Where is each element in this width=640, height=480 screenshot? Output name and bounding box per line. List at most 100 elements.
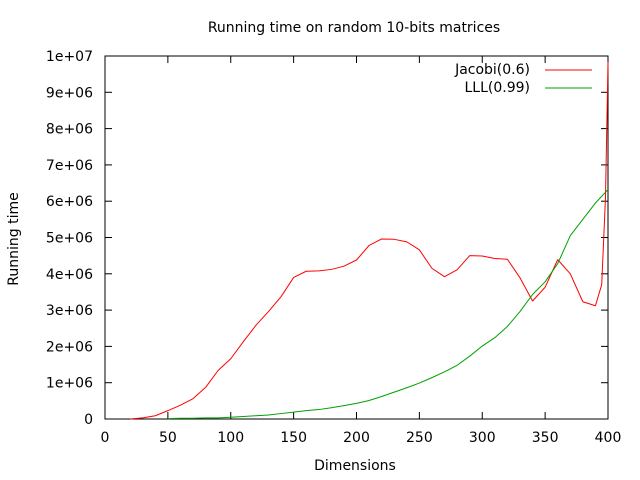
data-point-lll-0-99-11 (305, 410, 307, 412)
data-point-jacobi-0-6-24 (431, 268, 433, 270)
data-point-lll-0-99-5 (230, 416, 232, 418)
x-tick-label-5: 250 (406, 430, 433, 446)
data-point-jacobi-0-6-29 (494, 258, 496, 260)
data-point-jacobi-0-6-16 (331, 269, 333, 271)
series-jacobi-0-6 (129, 61, 609, 420)
data-point-jacobi-0-6-12 (280, 296, 282, 298)
data-point-jacobi-0-6-3 (167, 410, 169, 412)
data-point-jacobi-0-6-5 (192, 398, 194, 400)
data-point-jacobi-0-6-19 (368, 245, 370, 247)
x-tick-label-7: 350 (532, 430, 559, 446)
data-point-lll-0-99-26 (494, 337, 496, 339)
data-point-lll-0-99-10 (293, 411, 295, 413)
data-point-jacobi-0-6-37 (595, 305, 597, 307)
y-tick-label-3: 3e+06 (46, 303, 93, 319)
data-point-jacobi-0-6-14 (305, 270, 307, 272)
data-point-lll-0-99-21 (431, 377, 433, 379)
x-tick-label-6: 300 (469, 430, 496, 446)
x-tick-label-0: 0 (101, 430, 110, 446)
data-point-jacobi-0-6-35 (569, 273, 571, 275)
y-tick-label-10: 1e+07 (46, 49, 93, 65)
data-point-lll-0-99-17 (381, 396, 383, 398)
data-point-jacobi-0-6-34 (557, 259, 559, 261)
data-point-lll-0-99-14 (343, 405, 345, 407)
legend: Jacobi(0.6) LLL(0.99) (454, 62, 592, 96)
data-point-lll-0-99-28 (519, 311, 521, 313)
y-tick-label-6: 6e+06 (46, 194, 93, 210)
series-layer (129, 61, 609, 420)
data-point-lll-0-99-7 (255, 415, 257, 417)
data-point-lll-0-99-15 (356, 403, 358, 405)
data-point-jacobi-0-6-10 (255, 325, 257, 327)
data-point-lll-0-99-33 (582, 219, 584, 221)
data-point-jacobi-0-6-27 (469, 255, 471, 257)
series-lll-0-99 (167, 189, 609, 420)
y-tick-label-5: 5e+06 (46, 231, 93, 247)
data-point-lll-0-99-24 (469, 355, 471, 357)
series-line-jacobi-0-6 (130, 62, 609, 420)
data-point-lll-0-99-12 (318, 409, 320, 411)
data-point-jacobi-0-6-21 (393, 239, 395, 241)
data-point-lll-0-99-30 (544, 281, 546, 283)
y-tick-label-9: 9e+06 (46, 85, 93, 101)
data-point-lll-0-99-31 (557, 263, 559, 265)
data-point-lll-0-99-0 (167, 418, 169, 420)
y-tick-label-1: 1e+06 (46, 376, 93, 392)
data-point-jacobi-0-6-38 (601, 284, 603, 286)
data-point-lll-0-99-2 (192, 417, 194, 419)
data-point-jacobi-0-6-2 (155, 415, 157, 417)
data-point-lll-0-99-4 (217, 417, 219, 419)
data-point-jacobi-0-6-18 (356, 259, 358, 261)
y-axis-ticks: 0 1e+06 2e+06 3e+06 4e+06 5e+06 6e+06 7e+06 8e+0… (46, 49, 608, 428)
data-point-lll-0-99-35 (607, 189, 609, 191)
data-point-jacobi-0-6-30 (507, 258, 509, 260)
data-point-lll-0-99-22 (444, 371, 446, 373)
data-point-jacobi-0-6-33 (544, 286, 546, 288)
data-point-jacobi-0-6-20 (381, 238, 383, 240)
data-point-jacobi-0-6-7 (217, 370, 219, 372)
data-point-jacobi-0-6-0 (129, 418, 131, 420)
data-point-lll-0-99-18 (393, 391, 395, 393)
data-point-jacobi-0-6-25 (444, 276, 446, 278)
data-point-lll-0-99-3 (205, 417, 207, 419)
data-point-jacobi-0-6-39 (605, 197, 607, 199)
data-point-lll-0-99-1 (180, 417, 182, 419)
data-point-lll-0-99-19 (406, 387, 408, 389)
data-point-lll-0-99-34 (595, 202, 597, 204)
data-point-lll-0-99-6 (243, 416, 245, 418)
data-point-lll-0-99-8 (268, 414, 270, 416)
plot-border (104, 55, 609, 420)
data-point-jacobi-0-6-26 (456, 269, 458, 271)
data-point-jacobi-0-6-40 (607, 61, 609, 63)
y-tick-label-7: 7e+06 (46, 158, 93, 174)
data-point-lll-0-99-16 (368, 400, 370, 402)
y-tick-label-0: 0 (84, 412, 93, 428)
data-point-jacobi-0-6-15 (318, 270, 320, 272)
data-point-lll-0-99-13 (331, 407, 333, 409)
x-tick-label-3: 150 (280, 430, 307, 446)
data-point-jacobi-0-6-8 (230, 358, 232, 360)
data-point-jacobi-0-6-11 (268, 311, 270, 313)
data-point-jacobi-0-6-36 (582, 301, 584, 303)
legend-label-jacobi: Jacobi(0.6) (454, 62, 530, 78)
series-line-lll-0-99 (167, 189, 609, 420)
chart-title: Running time on random 10-bits matrices (208, 20, 500, 36)
data-point-lll-0-99-20 (419, 382, 421, 384)
x-tick-label-1: 50 (159, 430, 177, 446)
data-point-jacobi-0-6-31 (519, 277, 521, 279)
data-point-lll-0-99-25 (481, 345, 483, 347)
x-axis-ticks: 0 50 100 150 200 250 300 350 400 (101, 56, 622, 446)
y-tick-label-8: 8e+06 (46, 122, 93, 138)
data-point-lll-0-99-9 (280, 413, 282, 415)
data-point-jacobi-0-6-22 (406, 241, 408, 243)
y-axis-label: Running time (6, 192, 22, 285)
x-tick-label-4: 200 (343, 430, 370, 446)
data-point-jacobi-0-6-9 (243, 341, 245, 343)
x-tick-label-8: 400 (595, 430, 622, 446)
legend-label-lll: LLL(0.99) (465, 80, 531, 96)
data-point-lll-0-99-27 (507, 326, 509, 328)
data-point-jacobi-0-6-17 (343, 265, 345, 267)
plot-area (104, 55, 609, 420)
data-point-jacobi-0-6-28 (481, 255, 483, 257)
